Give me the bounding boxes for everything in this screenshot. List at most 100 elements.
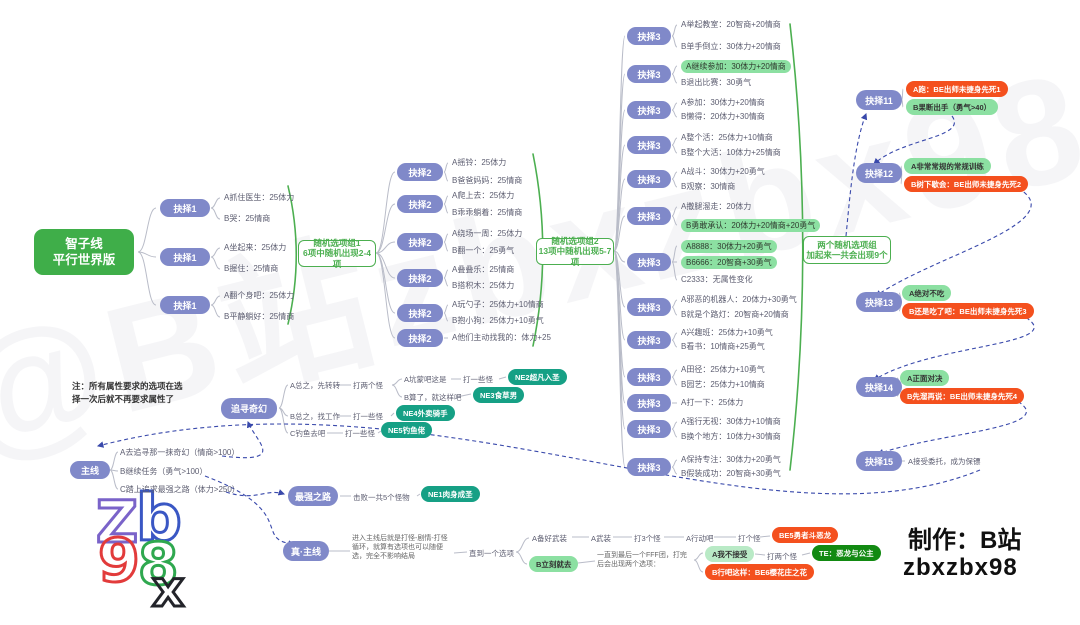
- decision-pill-sec3-5: 抉择3: [627, 170, 671, 188]
- node-fantasy-aa2: 打一些怪: [463, 375, 493, 384]
- option-text-sec3-12b: B换个地方：10体力+30情商: [681, 432, 781, 441]
- decision-pill-sec3-11: 抉择3: [627, 394, 671, 412]
- random-box-2-line1: 随机选项组2: [551, 235, 599, 246]
- decision-pill-sec2-6: 抉择2: [397, 329, 443, 347]
- decision-pill-sec3-13: 抉择3: [627, 458, 671, 476]
- random-box-1-line2: 6项中随机出现2-4项: [302, 248, 371, 269]
- connector-line: [109, 451, 119, 471]
- decision-pill-sec3-9: 抉择3: [627, 331, 671, 349]
- connector-line: [377, 430, 382, 434]
- option-text-sec2-4a: A叠叠乐：25情商: [452, 265, 515, 274]
- option-text-sec2-1a: A摇铃：25体力: [452, 158, 507, 167]
- root-title-line1: 智子线: [65, 237, 103, 251]
- connector-line: [443, 162, 449, 173]
- connector-line: [375, 252, 396, 314]
- connector-line: [693, 552, 704, 561]
- decision-pill-sec3-2: 抉择3: [627, 65, 671, 83]
- option-text-sec1-2a: A坐起来：25体力: [224, 243, 287, 252]
- option-choice-right-13a: A绝对不吃: [902, 285, 952, 301]
- connector-line: [671, 35, 678, 48]
- connector-line: [210, 256, 221, 270]
- connector-line: [443, 277, 449, 287]
- decision-pill-sec2-5: 抉择2: [397, 304, 443, 322]
- connector-line: [671, 65, 678, 75]
- connector-line: [137, 251, 157, 258]
- node-fantasy-b2: 打一些怪: [353, 412, 383, 421]
- connector-line: [693, 559, 704, 573]
- zbx98-logo: Z b 9 8 x: [90, 481, 210, 620]
- option-text-sec2-4b: B搭积木：25体力: [452, 281, 515, 290]
- connector-line: [671, 178, 678, 188]
- node-truemain-a6: BE5勇者斗恶龙: [772, 527, 839, 543]
- option-choice-right-12a: A非常常规的常规训练: [904, 158, 991, 174]
- decision-pill-sec3-4: 抉择3: [627, 136, 671, 154]
- dashed-arrow-to-decision11: [845, 112, 868, 237]
- connector-line: [278, 407, 289, 434]
- node-strongest-label: 最强之路: [288, 486, 338, 506]
- connector-line: [210, 197, 221, 209]
- connector-line: [671, 369, 678, 378]
- connector-line: [210, 247, 221, 258]
- node-truemain-a1: A备好武装: [532, 534, 568, 543]
- connector-line: [759, 535, 771, 538]
- connector-line: [671, 459, 678, 468]
- node-truemain-a3: 打3个怪: [634, 534, 661, 543]
- connector-line: [671, 206, 678, 217]
- dashed-arrow-to-decision13: [875, 187, 1032, 297]
- option-text-sec1-2b: B握住：25情商: [224, 264, 279, 273]
- node-truemain-ba3: TE：恶龙与公主: [812, 545, 881, 561]
- logo-letter-9: 9: [97, 525, 142, 598]
- dashed-arrow-to-decision15: [876, 397, 1027, 456]
- connector-line: [671, 332, 678, 341]
- decision-pill-right-11: 抉择11: [856, 90, 902, 110]
- dashed-arrow-to-decision14: [873, 313, 1035, 381]
- decision-pill-right-13: 抉择13: [856, 292, 902, 312]
- node-mainline-opts-1-t: B继续任务（勇气>100）: [120, 467, 208, 476]
- connector-line: [443, 269, 449, 279]
- connector-line: [671, 137, 678, 146]
- node-fantasy-aa1: A坑蒙吧这是: [404, 375, 447, 384]
- connector-line: [443, 203, 449, 214]
- option-text-sec3-7b: B6666：20智商+30勇气: [681, 256, 777, 269]
- option-text-sec1-1a: A抓住医生：25体力: [224, 193, 295, 202]
- dashed-arrow-to-strongest: [225, 489, 286, 497]
- decision-pill-sec3-6: 抉择3: [627, 207, 671, 225]
- connector-line: [278, 384, 289, 409]
- dashed-arrow-to-fantasy: [221, 420, 264, 459]
- option-text-sec3-5b: B观察：30情商: [681, 182, 736, 191]
- connector-line: [443, 312, 449, 322]
- connector-line: [375, 241, 396, 254]
- logo-letter-z: Z: [94, 487, 139, 558]
- connector-line: [577, 560, 596, 564]
- connector-line: [443, 304, 449, 314]
- connector-line: [671, 466, 678, 475]
- note-text: 注：所有属性要求的选项在选 择一次后就不再要求属性了: [72, 380, 242, 405]
- option-text-sec3-13b: B假装成功：20智商+30勇气: [681, 469, 781, 478]
- decision-pill-sec1-2: 抉择1: [160, 248, 210, 266]
- connector-line: [613, 250, 626, 468]
- option-text-sec3-10a: A田径：25体力+10勇气: [681, 365, 765, 374]
- option-bad-ending-right-12b: B树下歇会：BE出师未捷身先死2: [904, 176, 1029, 192]
- option-bad-ending-right-11a: A跑：BE出师未捷身先死1: [906, 81, 1008, 97]
- connector-line: [137, 251, 157, 306]
- connector-line: [375, 252, 396, 339]
- random-box-1-line1: 随机选项组1: [313, 237, 361, 248]
- option-text-sec3-8b: B就是个路灯：20智商+20情商: [681, 310, 789, 319]
- random-box-3: 两个随机选项组 加起来一共会出现9个: [803, 236, 891, 264]
- decision-pill-sec3-12: 抉择3: [627, 420, 671, 438]
- option-text-sec2-5b: B抱小狗：25体力+10勇气: [452, 316, 544, 325]
- connector-line: [375, 171, 396, 254]
- option-text-sec2-1b: B爸爸妈妈：25情商: [452, 176, 523, 185]
- connector-line: [901, 99, 904, 108]
- decision-pill-sec2-1: 抉择2: [397, 163, 443, 181]
- node-fantasy-a1: A总之，先转转: [290, 381, 341, 390]
- connector-line: [671, 215, 678, 226]
- connector-line: [443, 195, 449, 205]
- connector-line: [390, 412, 395, 417]
- random-box-1: 随机选项组1 6项中随机出现2-4项: [298, 237, 376, 269]
- brace-group1: [287, 185, 298, 325]
- random-box-2-line2: 13项中随机出现5-7项: [538, 246, 612, 267]
- decision-pill-right-14: 抉择14: [856, 377, 902, 397]
- option-text-sec3-9b: B看书：10情商+25勇气: [681, 342, 765, 351]
- option-bad-ending-right-14b: B先溜再说：BE出师未捷身先死4: [900, 388, 1025, 404]
